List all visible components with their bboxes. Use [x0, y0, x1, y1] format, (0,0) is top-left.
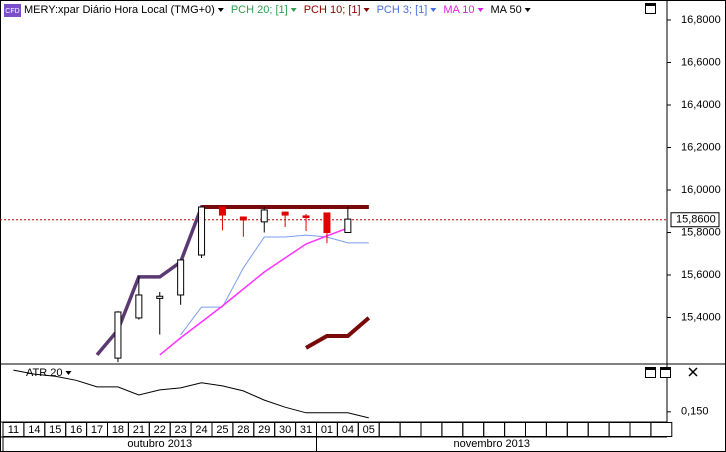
candle-body	[323, 212, 331, 234]
dropdown-arrow	[290, 8, 297, 12]
month-label: novembro 2013	[454, 438, 530, 450]
legend-entry: PCH 3; [1]	[377, 4, 428, 16]
y-tick-label: 16,2000	[681, 141, 721, 153]
indicator-line	[305, 316, 371, 350]
indicator-maximize[interactable]	[645, 367, 656, 378]
dropdown-arrow	[363, 8, 370, 12]
candle-body	[177, 259, 185, 296]
indicator-label: ATR 20	[26, 367, 62, 379]
indicator-line	[180, 234, 369, 336]
dropdown-arrow	[477, 8, 484, 12]
candle-body	[260, 209, 268, 223]
y-tick-label: 15,8000	[681, 226, 721, 238]
x-tick-label: 30	[279, 424, 291, 436]
x-tick-label: 24	[195, 424, 207, 436]
y-tick-label: 16,0000	[681, 184, 721, 196]
y-tick-label: 16,8000	[681, 14, 721, 26]
x-tick-label: 11	[8, 424, 19, 436]
candle-body	[135, 294, 143, 319]
legend-entry: MA 10	[443, 4, 474, 16]
x-tick-label: 22	[154, 424, 166, 436]
chart-title: MERY:xpar Diário Hora Local (TMG+0)	[24, 4, 215, 16]
legend-entry: MA 50	[491, 4, 522, 16]
x-tick-label: 05	[363, 424, 375, 436]
y-tick-label: 16,4000	[681, 99, 721, 111]
candle-body	[198, 206, 206, 256]
badge-box	[4, 4, 21, 17]
dropdown-arrow	[524, 8, 531, 12]
x-tick-label: 31	[300, 424, 312, 436]
x-tick-label: 15	[49, 424, 61, 436]
x-tick-label: 21	[133, 424, 145, 436]
x-tick-label: 23	[175, 424, 187, 436]
legend-entry: PCH 20; [1]	[231, 4, 288, 16]
x-tick-label: 18	[112, 424, 124, 436]
atr-line	[13, 369, 369, 419]
candle-body	[302, 215, 310, 218]
y-tick-label: 0,150	[681, 406, 709, 418]
last-price-label: 15,8600	[676, 214, 716, 226]
y-tick-label: 15,4000	[681, 311, 721, 323]
x-tick-label: 04	[342, 424, 354, 436]
x-tick-label: 25	[216, 424, 228, 436]
x-tick-label: 16	[70, 424, 82, 436]
x-tick-label: 01	[321, 424, 333, 436]
dropdown-arrow	[65, 371, 72, 375]
dropdown-arrow	[217, 8, 224, 12]
last-price-box	[670, 212, 720, 228]
candle-body	[344, 218, 352, 234]
x-tick-label: 29	[258, 424, 270, 436]
x-tick-label: 28	[237, 424, 249, 436]
indicator-line	[159, 227, 349, 356]
dropdown-arrow	[430, 8, 437, 12]
candle-body	[239, 216, 247, 221]
y-tick-label: 16,6000	[681, 56, 721, 68]
maximize-button[interactable]	[645, 3, 656, 14]
x-tick-label: 14	[28, 424, 40, 436]
candle-body	[281, 211, 289, 216]
close-icon	[688, 367, 698, 377]
y-tick-label: 15,6000	[681, 269, 721, 281]
candle-body	[114, 311, 122, 359]
badge: CFD	[5, 8, 19, 15]
month-label: outubro 2013	[127, 438, 192, 450]
indicator-close[interactable]	[688, 367, 698, 377]
candle-body	[156, 295, 164, 299]
x-tick-label: 17	[91, 424, 103, 436]
indicator-restore[interactable]	[660, 367, 671, 378]
candle-body	[218, 206, 226, 216]
legend-entry: PCH 10; [1]	[304, 4, 361, 16]
